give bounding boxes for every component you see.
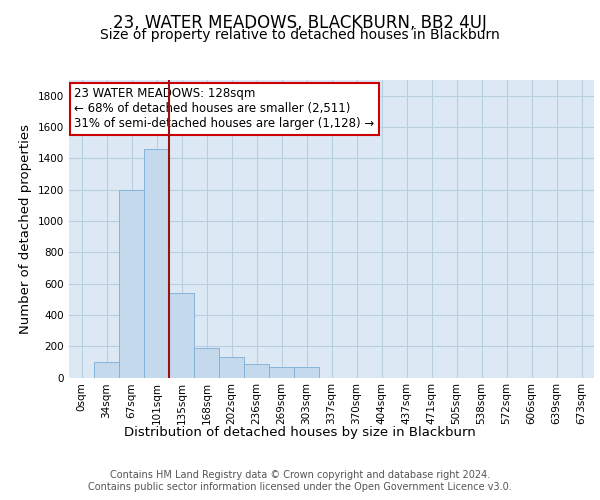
- Bar: [169, 293, 194, 378]
- Text: 23 WATER MEADOWS: 128sqm
← 68% of detached houses are smaller (2,511)
31% of sem: 23 WATER MEADOWS: 128sqm ← 68% of detach…: [74, 88, 374, 130]
- Bar: [94, 362, 119, 378]
- Text: 23, WATER MEADOWS, BLACKBURN, BB2 4UJ: 23, WATER MEADOWS, BLACKBURN, BB2 4UJ: [113, 14, 487, 32]
- Bar: [269, 368, 294, 378]
- Text: Contains HM Land Registry data © Crown copyright and database right 2024.
Contai: Contains HM Land Registry data © Crown c…: [88, 470, 512, 492]
- Y-axis label: Number of detached properties: Number of detached properties: [19, 124, 32, 334]
- Bar: [144, 149, 169, 378]
- Bar: [244, 364, 269, 378]
- Bar: [119, 190, 144, 378]
- Bar: [294, 368, 319, 378]
- Bar: [194, 348, 219, 378]
- Text: Distribution of detached houses by size in Blackburn: Distribution of detached houses by size …: [124, 426, 476, 439]
- Text: Size of property relative to detached houses in Blackburn: Size of property relative to detached ho…: [100, 28, 500, 42]
- Bar: [219, 357, 244, 378]
